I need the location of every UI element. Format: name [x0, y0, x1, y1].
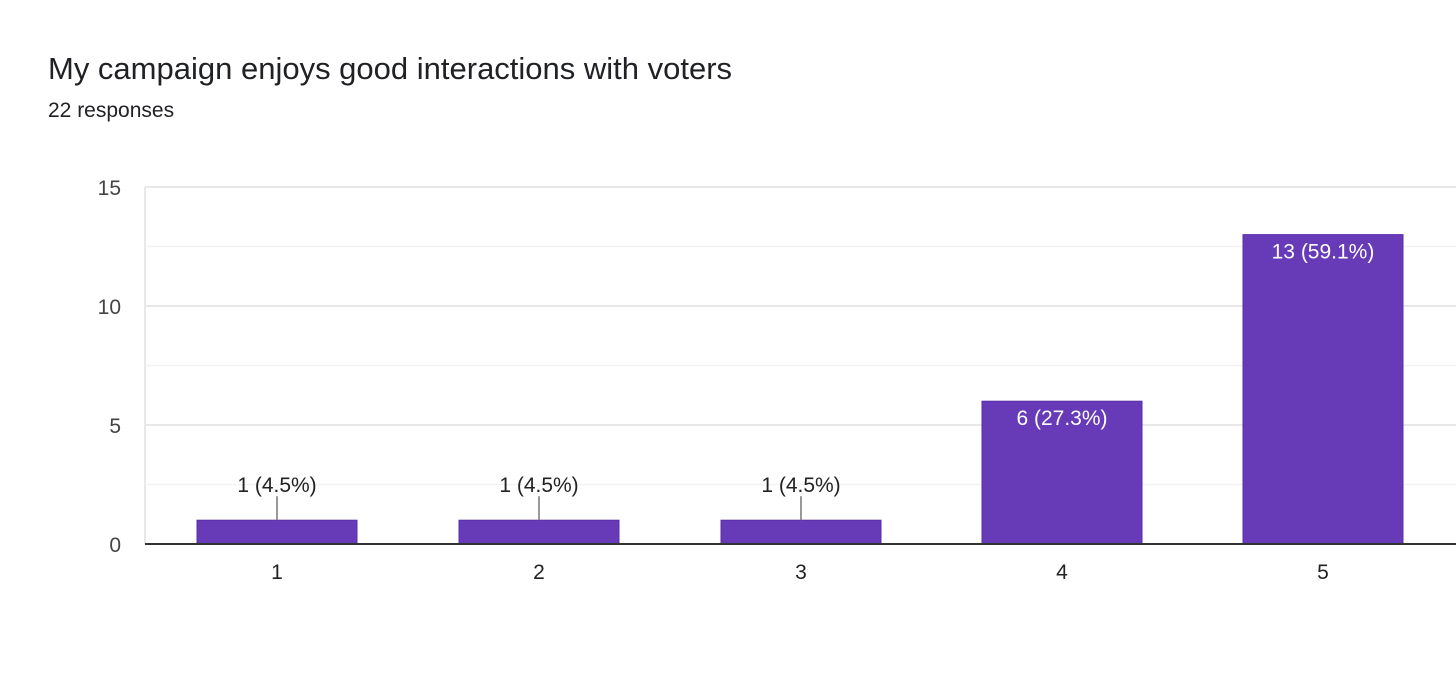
y-tick-label: 10 [98, 296, 121, 319]
y-tick-label: 15 [98, 177, 121, 200]
data-label: 1 (4.5%) [761, 474, 840, 497]
bars: 1 (4.5%) 1 (4.5%) 1 (4.5%) 6 (27.3%) 13 (59.… [196, 234, 1404, 545]
bar [720, 519, 882, 545]
y-tick-label: 5 [109, 415, 121, 438]
x-tick-label: 1 [271, 561, 283, 584]
gridlines [144, 186, 1456, 544]
data-label: 6 (27.3%) [1016, 407, 1107, 430]
x-axis: 1 2 3 4 5 [145, 543, 1456, 584]
chart-title: My campaign enjoys good interactions wit… [48, 51, 733, 86]
bar [981, 400, 1143, 545]
data-label: 1 (4.5%) [499, 474, 578, 497]
x-tick-label: 3 [795, 561, 807, 584]
data-label: 13 (59.1%) [1272, 241, 1375, 264]
bar [458, 519, 620, 545]
y-tick-label: 0 [109, 534, 121, 557]
x-tick-label: 2 [533, 561, 545, 584]
x-tick-label: 4 [1056, 561, 1068, 584]
data-label: 1 (4.5%) [237, 474, 316, 497]
x-tick-label: 5 [1317, 561, 1329, 584]
bar [1242, 234, 1404, 545]
bar [196, 519, 358, 545]
y-axis: 0 5 10 15 [98, 177, 121, 557]
response-count: 22 responses [48, 99, 175, 122]
